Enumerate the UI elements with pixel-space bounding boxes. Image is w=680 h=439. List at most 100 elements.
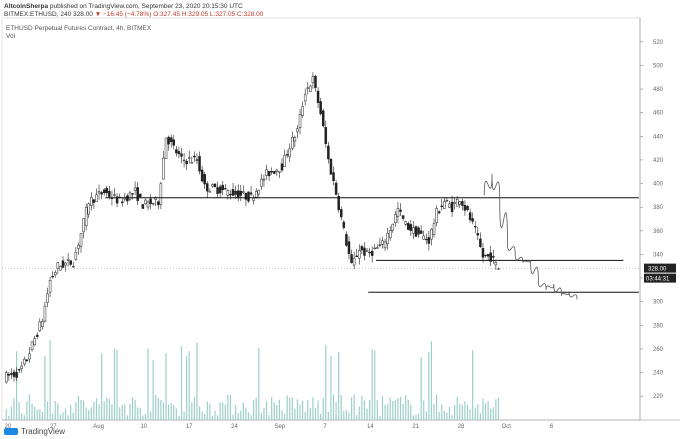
candle-body [492,256,495,258]
volume-bar [466,405,469,420]
y-tick-label: 260 [653,347,664,353]
volume-bar [160,399,162,420]
candle-body [401,215,405,219]
volume-bar [472,350,474,420]
volume-bar [90,407,92,420]
volume-bar [312,397,314,420]
x-tick-label: Oct [502,424,512,430]
chart-title: ETHUSD Perpetual Futures Contract, 4h, B… [6,25,152,32]
candle-body [169,137,173,142]
volume-bar [196,342,198,420]
volume-bar [374,350,376,420]
candle-body [236,190,240,199]
candle-body [10,373,13,375]
x-tick-label: 17 [186,424,193,430]
candle-body [301,106,304,116]
footer-brand[interactable]: TradingView [21,427,66,436]
volume-bar [250,414,252,420]
volume-bar [433,404,435,420]
candle-body [46,293,49,303]
candle-body [291,137,294,149]
candle-body [355,255,358,257]
candle-body [242,191,245,193]
volume-bar [415,414,417,420]
candle-body [458,201,462,205]
last-price: 328.00 [73,11,93,18]
x-tick-label: 6 [550,424,554,430]
candle-body [285,154,289,156]
volume-bar [191,402,193,420]
candle-body [376,247,379,249]
candle-body [79,233,83,247]
candle-body [432,223,436,235]
volume-bar [363,400,366,420]
candle-body [386,233,389,245]
volume-bar [36,409,38,420]
volume-bar [487,401,489,420]
candle-body [466,206,469,210]
candle-body [414,226,418,237]
volume-bar [216,415,219,420]
x-tick-label: Aug [93,424,104,430]
y-tick-label: 500 [653,63,664,69]
candle-body [182,159,186,162]
volume-bar [46,401,49,420]
volume-bar [479,413,481,420]
volume-bar [379,415,381,420]
volume-bar [152,360,154,420]
symbol-info-line: BITMEX:ETHUSD, 240 328.00 ▼ −16.45 (−4.7… [4,10,263,19]
candle-body [195,159,199,161]
candle-body [296,128,299,133]
candle-body [396,208,400,217]
volume-bar [381,396,384,420]
volume-bar [62,412,64,420]
volume-bar [72,412,74,420]
volume-bar [242,402,244,420]
candle-body [430,228,433,240]
candle-body [226,190,230,196]
candle-body [177,151,181,155]
volume-bar [137,407,139,420]
tradingview-logo-icon [4,428,18,435]
volume-bar [229,394,232,420]
volume-bar [322,398,324,420]
candle-body [254,191,258,198]
volume-bar [129,403,131,420]
candle-body [69,260,72,265]
candle-body [324,127,328,144]
candle-body [175,149,178,154]
candle-body [92,199,96,203]
volume-bar [464,401,466,420]
candle-body [445,199,449,202]
candle-body [494,262,498,266]
y-tick-label: 460 [653,111,664,117]
candle-body [388,230,392,239]
volume-bar [147,348,149,420]
volume-bar [451,415,453,420]
volume-bar [438,411,440,420]
candle-body [239,190,243,196]
author-name[interactable]: AltcoinSherpa [4,3,49,10]
volume-bar [183,411,185,420]
candle-body [61,260,65,268]
candle-body [332,172,335,181]
volume-bar [201,411,203,420]
candle-body [213,183,217,188]
candle-body [476,233,480,236]
volume-bar [49,340,51,420]
candle-body [87,203,90,215]
volume-bar [302,400,304,420]
candle-body [108,190,111,197]
volume-bar [119,407,121,420]
candle-body [419,230,423,234]
volume-bar [397,398,399,420]
candle-body [293,137,297,142]
footer: TradingView [4,427,65,436]
candle-body [126,195,129,202]
volume-bar [273,402,275,420]
volume-bar [193,397,195,420]
volume-bar [423,400,425,420]
volume-bar [294,408,296,420]
candle-body [234,190,237,195]
